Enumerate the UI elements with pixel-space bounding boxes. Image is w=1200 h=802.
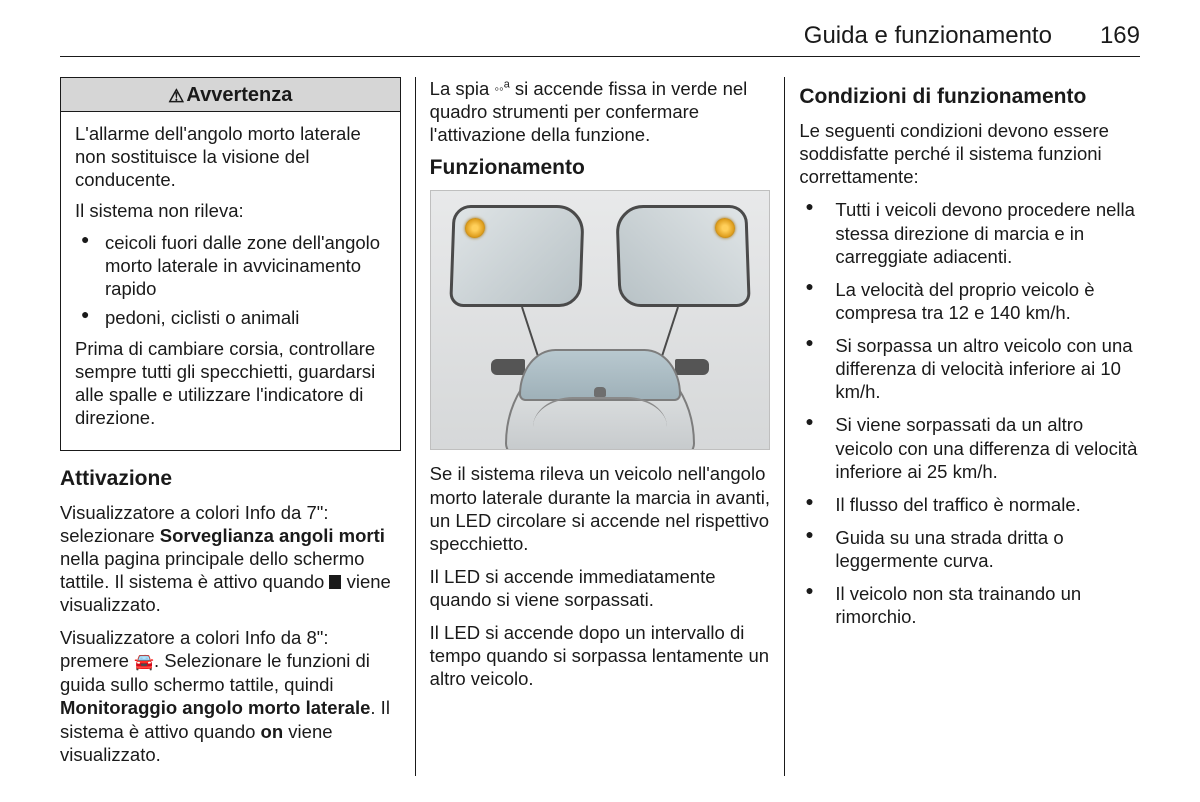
column-3: Condizioni di funzionamento Le seguenti …	[785, 77, 1140, 776]
column-2: La spia ◦◦a si accende fissa in verde ne…	[416, 77, 786, 776]
bold-monitoraggio: Monitoraggio angolo morto laterale	[60, 697, 370, 718]
indicator-icon: ◦◦a	[494, 81, 509, 96]
heading-condizioni: Condizioni di funzionamento	[799, 85, 1140, 109]
car-icon: 🚘	[134, 653, 154, 673]
warning-header: ⚠Avvertenza	[61, 78, 400, 112]
warning-p2: Il sistema non rileva:	[75, 199, 388, 222]
warning-title: Avvertenza	[186, 84, 292, 106]
content-columns: ⚠Avvertenza L'allarme dell'angolo morto …	[60, 77, 1140, 776]
car-antenna	[594, 387, 606, 397]
led-indicator-icon	[464, 218, 485, 238]
car-top-view	[505, 337, 695, 450]
warning-p3: Prima di cambiare corsia, controllare se…	[75, 337, 388, 430]
cond-item-5: Il flusso del traffico è normale.	[799, 493, 1140, 516]
column-1: ⚠Avvertenza L'allarme dell'angolo morto …	[60, 77, 416, 776]
bold-on: on	[261, 721, 284, 742]
cond-item-7: Il veicolo non sta trainando un rimorchi…	[799, 582, 1140, 628]
warning-box: ⚠Avvertenza L'allarme dell'angolo morto …	[60, 77, 401, 451]
warning-body: L'allarme dell'angolo morto laterale non…	[61, 112, 400, 450]
warning-triangle-icon: ⚠	[168, 86, 184, 107]
warning-bullet-1: ceicoli fuori dalle zone dell'angolo mor…	[75, 231, 388, 300]
car-roofline	[533, 397, 667, 427]
cond-item-6: Guida su una strada dritta o leggermente…	[799, 526, 1140, 572]
mirror-illustration	[430, 190, 771, 450]
cond-item-1: Tutti i veicoli devono procedere nella s…	[799, 198, 1140, 267]
paragraph-spia: La spia ◦◦a si accende fissa in verde ne…	[430, 77, 771, 146]
section-title: Guida e funzionamento	[804, 22, 1052, 50]
paragraph-7inch: Visualizzatore a colori Info da 7": sele…	[60, 501, 401, 617]
page-header: Guida e funzionamento 169	[60, 22, 1140, 57]
warning-list: ceicoli fuori dalle zone dell'angolo mor…	[75, 231, 388, 330]
heading-funzionamento: Funzionamento	[430, 156, 771, 180]
warning-p1: L'allarme dell'angolo morto laterale non…	[75, 122, 388, 191]
funz-p2: Il LED si accende immediatamente quando …	[430, 565, 771, 611]
cond-intro: Le seguenti condizioni devono essere sod…	[799, 119, 1140, 188]
bold-sorveglianza: Sorveglianza angoli morti	[160, 525, 385, 546]
cond-item-2: La velocità del proprio veicolo è compre…	[799, 278, 1140, 324]
left-mirror	[449, 205, 585, 307]
txt: La spia	[430, 78, 495, 99]
cond-item-4: Si viene sorpassati da un altro veicolo …	[799, 413, 1140, 482]
cond-item-3: Si sorpassa un altro veicolo con una dif…	[799, 334, 1140, 403]
paragraph-8inch: Visualizzatore a colori Info da 8": prem…	[60, 626, 401, 766]
warning-bullet-2: pedoni, ciclisti o animali	[75, 306, 388, 329]
right-mirror	[616, 205, 752, 307]
status-rect-icon	[329, 575, 341, 589]
funz-p1: Se il sistema rileva un veicolo nell'ang…	[430, 462, 771, 555]
heading-attivazione: Attivazione	[60, 467, 401, 491]
funz-p3: Il LED si accende dopo un intervallo di …	[430, 621, 771, 690]
conditions-list: Tutti i veicoli devono procedere nella s…	[799, 198, 1140, 628]
txt: nella pagina principale dello schermo ta…	[60, 548, 364, 592]
page-number: 169	[1100, 22, 1140, 50]
led-indicator-icon	[715, 218, 736, 238]
